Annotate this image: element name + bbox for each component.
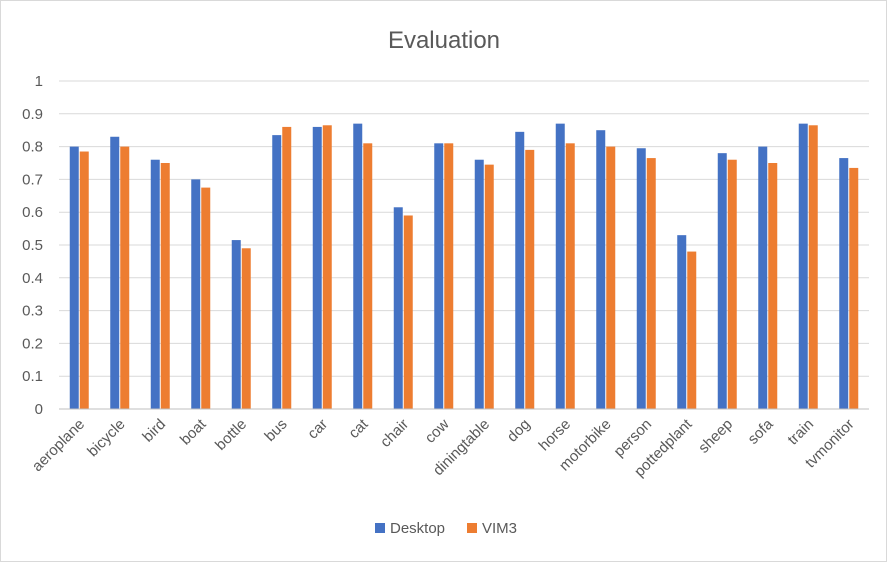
chart-title: Evaluation	[388, 27, 500, 54]
y-tick-label: 0.6	[22, 204, 43, 221]
bar-vim3-bus	[282, 126, 292, 410]
bar-vim3-bottle	[241, 248, 251, 409]
bar-vim3-aeroplane	[79, 151, 89, 409]
bar-vim3-motorbike	[606, 146, 616, 409]
x-category-label: sofa	[745, 415, 778, 448]
bar-vim3-bird	[160, 163, 170, 409]
bar-vim3-cow	[444, 143, 454, 409]
bar-desktop-horse	[555, 123, 565, 409]
bar-vim3-horse	[565, 143, 575, 409]
legend-label-desktop: Desktop	[390, 520, 445, 537]
bar-desktop-person	[636, 148, 646, 410]
x-category-label: sheep	[695, 416, 736, 457]
bar-desktop-sofa	[758, 146, 768, 409]
x-category-label: bottle	[212, 416, 250, 454]
legend-label-vim3: VIM3	[482, 520, 517, 537]
bar-desktop-diningtable	[474, 159, 484, 409]
bar-vim3-person	[646, 158, 656, 409]
bar-vim3-boat	[201, 187, 211, 409]
bars	[69, 123, 859, 410]
x-category-label: bus	[261, 416, 290, 445]
x-category-label: dog	[504, 416, 534, 446]
y-axis-ticks: 0 0.1 0.2 0.3 0.4 0.5 0.6 0.7 0.8 0.9 1	[22, 73, 43, 418]
bar-desktop-bottle	[231, 240, 241, 409]
bar-vim3-cat	[363, 143, 373, 409]
bar-vim3-diningtable	[484, 164, 494, 409]
x-category-label: chair	[377, 416, 412, 451]
bar-desktop-bicycle	[110, 136, 120, 409]
bar-vim3-train	[808, 125, 818, 409]
bar-vim3-sheep	[727, 159, 737, 409]
legend-swatch-vim3	[467, 523, 477, 533]
y-tick-label: 1	[35, 73, 43, 90]
bar-vim3-pottedplant	[687, 251, 697, 409]
bar-vim3-car	[322, 125, 332, 409]
x-category-label: train	[784, 416, 817, 449]
y-tick-label: 0.9	[22, 106, 43, 123]
bar-desktop-bird	[150, 159, 160, 409]
bar-vim3-sofa	[768, 163, 778, 409]
x-category-label: bird	[139, 416, 169, 446]
bar-vim3-chair	[403, 215, 413, 409]
legend: Desktop VIM3	[375, 520, 517, 537]
y-tick-label: 0.5	[22, 237, 43, 254]
x-category-label: boat	[177, 415, 210, 448]
bar-vim3-dog	[525, 149, 535, 409]
bar-desktop-car	[312, 126, 322, 410]
bar-desktop-motorbike	[596, 130, 606, 409]
bar-desktop-pottedplant	[677, 235, 687, 409]
bar-desktop-aeroplane	[69, 146, 79, 409]
bar-desktop-bus	[272, 135, 282, 409]
y-tick-label: 0.3	[22, 303, 43, 320]
legend-swatch-desktop	[375, 523, 385, 533]
y-tick-label: 0.7	[22, 171, 43, 188]
y-tick-label: 0.2	[22, 335, 43, 352]
bar-desktop-cat	[353, 123, 363, 409]
bar-desktop-boat	[191, 179, 201, 409]
x-category-label: aeroplane	[29, 416, 88, 475]
bar-desktop-cow	[434, 143, 444, 409]
bar-desktop-chair	[393, 207, 403, 409]
y-tick-label: 0.4	[22, 270, 43, 287]
bar-desktop-train	[798, 123, 808, 409]
bar-desktop-sheep	[717, 153, 727, 409]
y-tick-label: 0	[35, 401, 43, 418]
bar-vim3-tvmonitor	[849, 167, 859, 409]
y-tick-label: 0.8	[22, 139, 43, 156]
x-category-label: horse	[536, 416, 575, 455]
x-category-label: car	[304, 416, 331, 443]
y-tick-label: 0.1	[22, 368, 43, 385]
x-category-label: cow	[422, 416, 453, 447]
bar-vim3-bicycle	[120, 146, 130, 409]
bar-desktop-dog	[515, 131, 525, 409]
x-category-label: cat	[345, 415, 372, 442]
gridlines	[59, 80, 869, 377]
x-category-label: bicycle	[84, 416, 128, 460]
bar-desktop-tvmonitor	[839, 158, 849, 409]
